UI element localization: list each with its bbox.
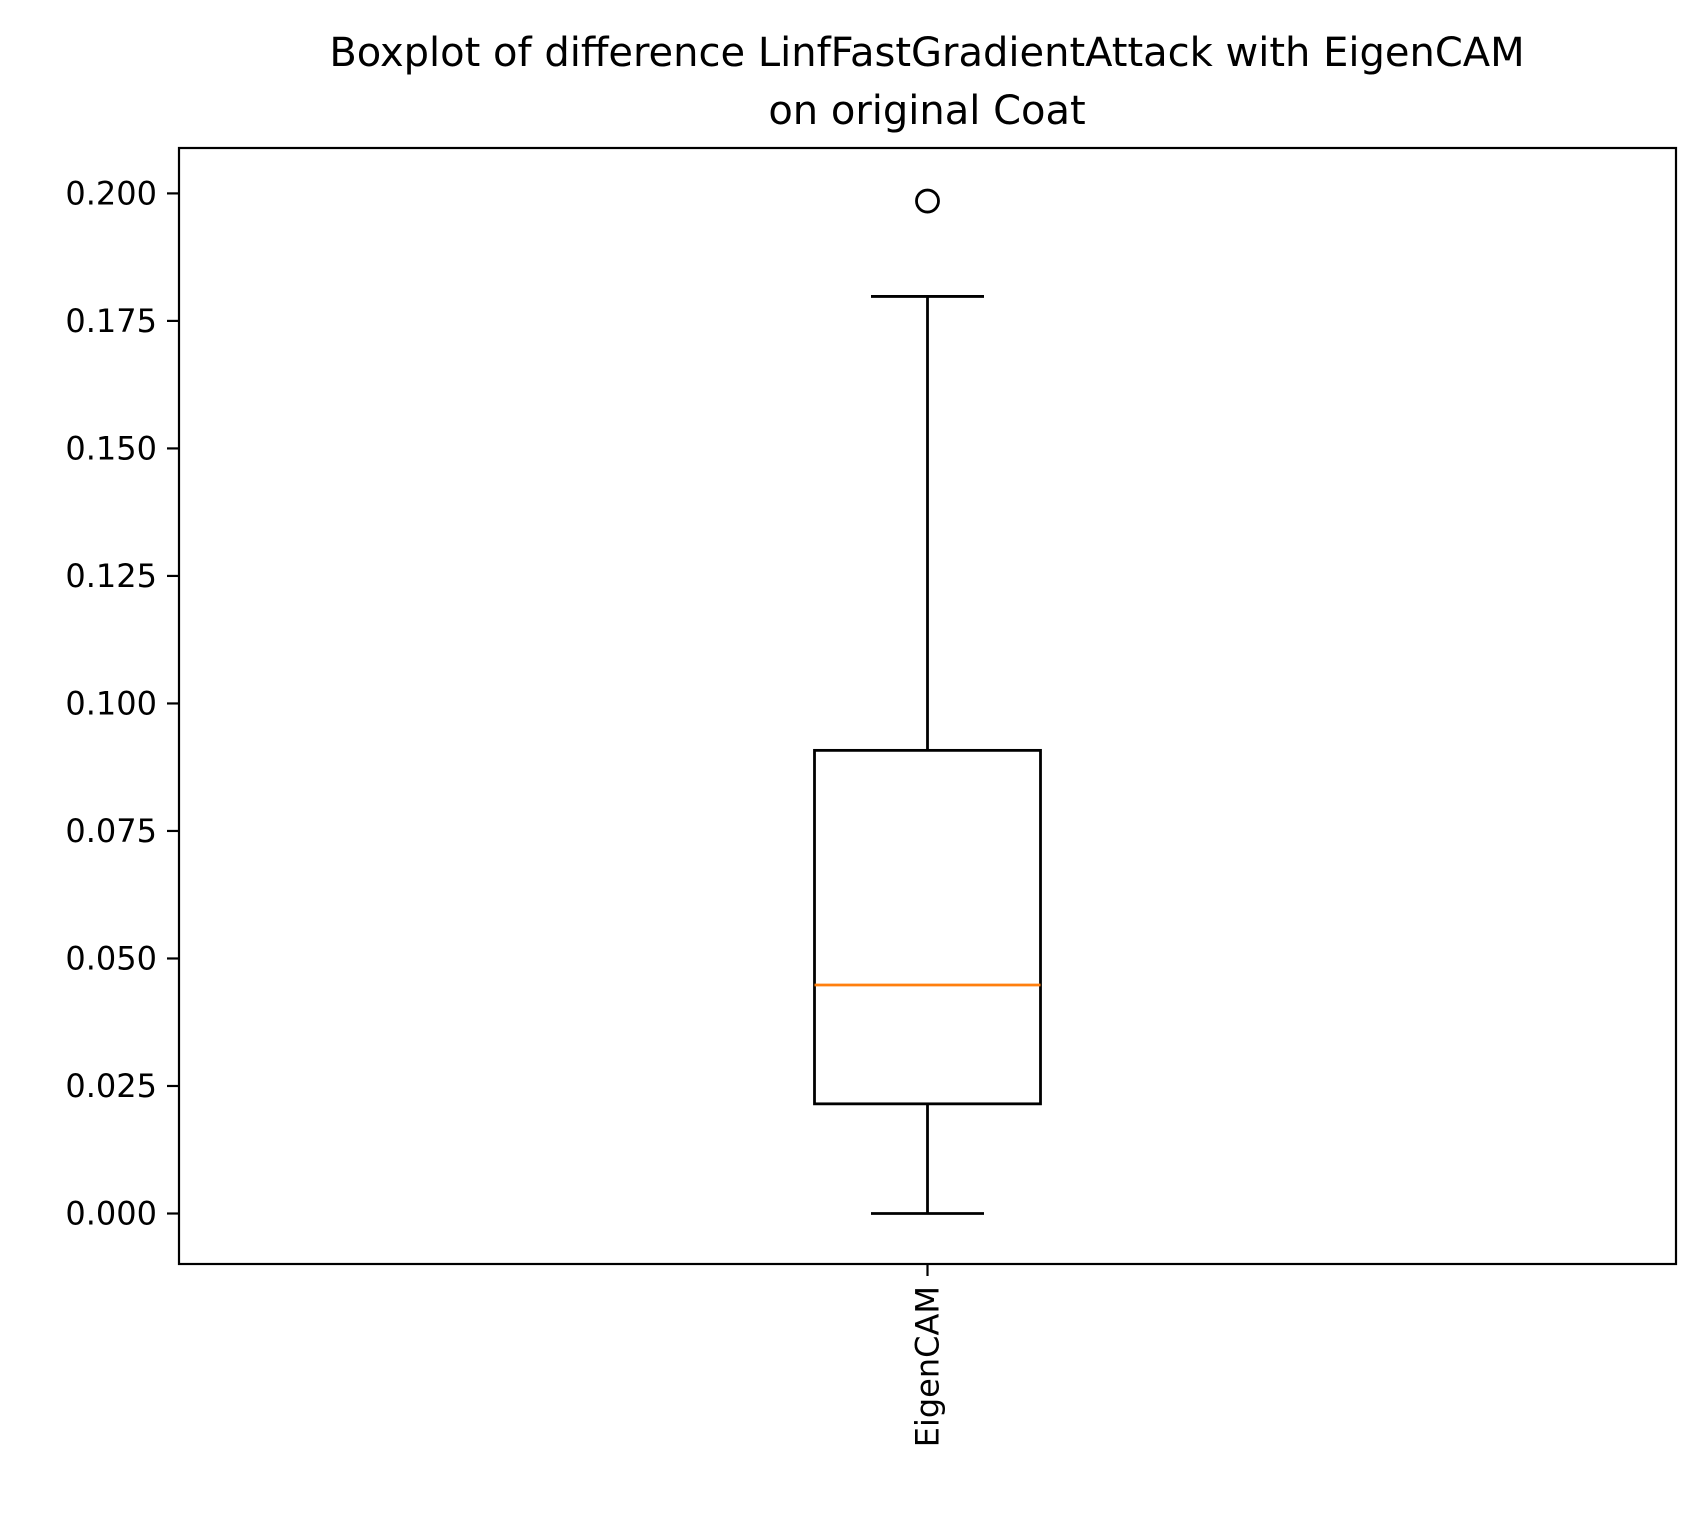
chart-title-line-1: Boxplot of difference LinfFastGradientAt… (329, 30, 1524, 76)
box-eigencam (813, 188, 1042, 1215)
chart-title: Boxplot of difference LinfFastGradientAt… (329, 30, 1524, 134)
x-tick-label: EigenCAM (909, 1286, 947, 1447)
y-axis: 0.000 0.025 0.050 0.075 0.100 0.125 0.150 0.175… (65, 174, 179, 1233)
y-tick-label: 0.175 (65, 302, 157, 340)
outlier-point (915, 188, 940, 214)
y-tick-label: 0.000 (65, 1195, 157, 1233)
y-tick-label: 0.150 (65, 429, 157, 467)
y-tick-label: 0.025 (65, 1067, 157, 1105)
y-tick-label: 0.050 (65, 939, 157, 977)
box-series (813, 188, 1042, 1215)
y-tick-label: 0.100 (65, 684, 157, 722)
x-axis: EigenCAM (909, 1264, 947, 1447)
y-tick-label: 0.200 (65, 174, 157, 212)
y-tick-label: 0.075 (65, 812, 157, 850)
iqr-box (813, 748, 1042, 1106)
y-tick-label: 0.125 (65, 557, 157, 595)
chart-title-line-2: on original Coat (768, 88, 1085, 134)
